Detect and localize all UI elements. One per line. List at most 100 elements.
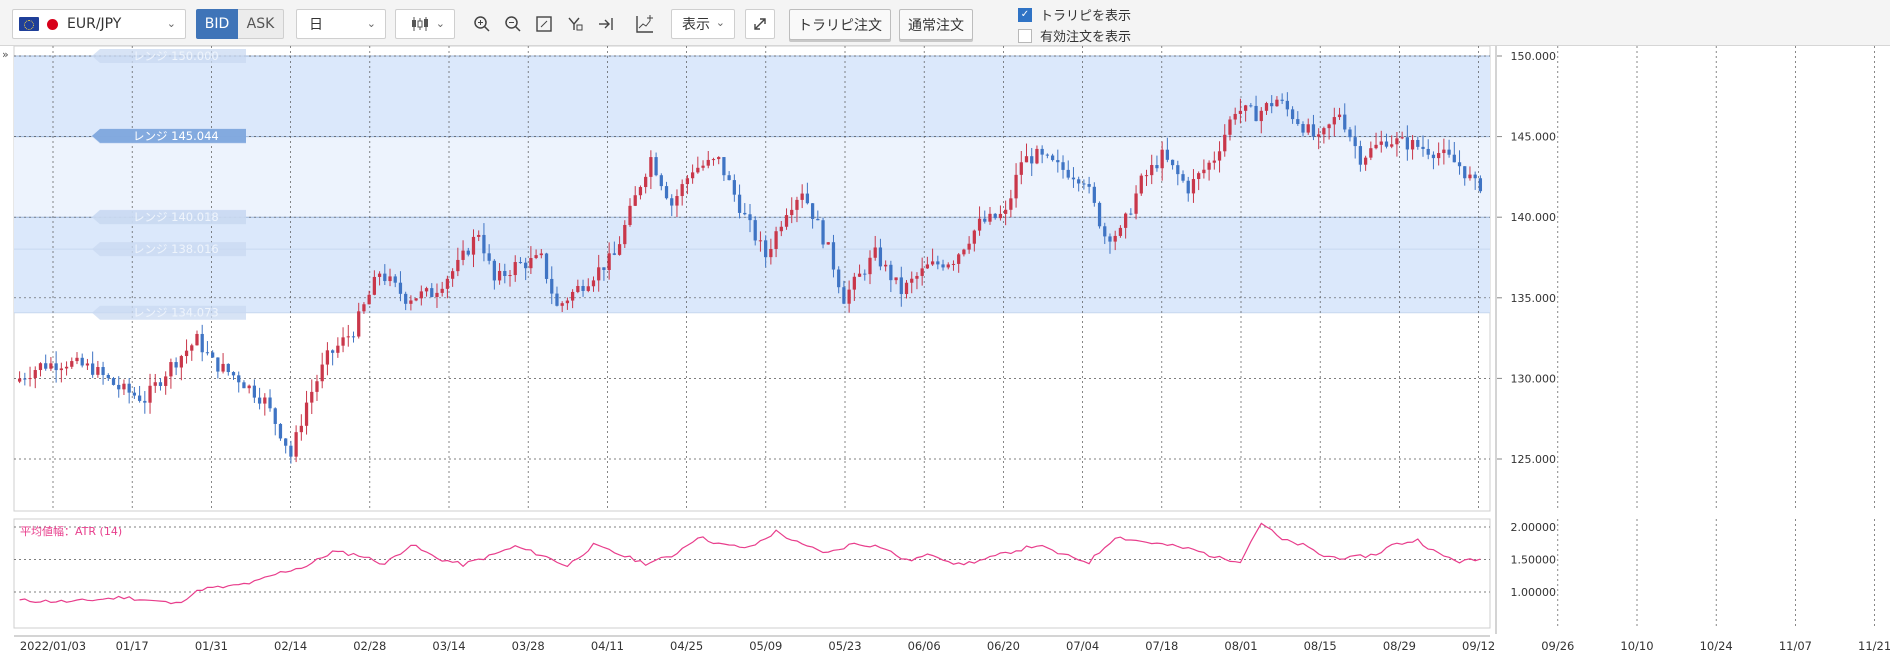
y-tick-label: 135.000 [1511,292,1557,305]
candle [341,327,345,353]
candle [529,246,533,274]
symbol-selector[interactable]: EUR/JPY ⌄ [12,9,186,39]
zoom-in-icon[interactable] [470,12,494,36]
candle [435,283,439,308]
candle [1395,131,1399,157]
zoom-out-icon[interactable] [501,12,525,36]
candle [325,342,330,376]
candle [1197,171,1201,191]
toolbar: EUR/JPY ⌄ BID ASK 日 ⌄ ⌄ 表示 ⌄ トラリピ注文 通常注 [0,0,1890,46]
y-tick-label: 150.000 [1511,50,1557,63]
candle [471,229,476,268]
candle [91,351,95,378]
candle [1233,107,1237,125]
candle [1249,103,1253,108]
atr-y-tick-label: 1.00000 [1511,586,1557,599]
candle [404,291,408,311]
range-tag[interactable]: レンジ 150.000 [92,49,246,63]
trapi-order-button[interactable]: トラリピ注文 [789,9,891,40]
candle [1290,106,1295,124]
crosshair-icon[interactable] [563,12,587,36]
candle [565,297,570,310]
x-tick-label: 05/09 [749,639,782,653]
candle [649,150,653,190]
candle [690,164,695,184]
expand-icon[interactable] [745,9,775,39]
candle [174,357,178,376]
x-tick-label: 04/11 [591,639,624,653]
candle [764,235,768,268]
checkbox-checked-icon[interactable]: ✓ [1018,7,1032,22]
candle [310,379,314,415]
candle [1337,107,1342,120]
candle [28,366,32,387]
candle [117,376,121,398]
x-tick-label: 01/17 [116,639,149,653]
candle [1217,141,1222,173]
candle [1097,201,1102,229]
candle [1369,141,1373,161]
candle [941,259,945,271]
candle [727,171,731,181]
candle [377,271,382,286]
show-active-orders-toggle[interactable]: 有効注文を表示 [1018,26,1131,45]
candle [278,423,283,441]
fit-screen-icon[interactable] [532,12,556,36]
normal-order-button[interactable]: 通常注文 [899,9,973,40]
expand-panel-icon[interactable]: » [2,48,9,61]
range-tag[interactable]: レンジ 138.016 [92,242,246,257]
candle [205,341,210,356]
candle [1390,135,1394,149]
display-menu[interactable]: 表示 ⌄ [671,9,735,39]
candle [351,331,356,343]
range-tag[interactable]: レンジ 145.044 [92,128,246,143]
candle [1452,141,1456,163]
show-trapi-toggle[interactable]: ✓ トラリピを表示 [1018,5,1131,24]
candle [1327,123,1331,140]
bid-button[interactable]: BID [196,9,238,39]
candle [1353,125,1357,159]
candle [644,173,648,194]
candle [810,203,815,229]
range-band-lower [14,217,1490,313]
candle [753,216,757,246]
candle [1228,116,1232,141]
jump-to-latest-icon[interactable] [594,12,618,36]
chart-type-select[interactable]: ⌄ [395,9,455,39]
candle [1087,176,1091,194]
candle [1431,151,1436,170]
candle [64,361,69,376]
candle [132,386,137,399]
candle [179,354,183,381]
ask-button[interactable]: ASK [238,9,284,39]
range-tag[interactable]: レンジ 134.073 [92,305,246,320]
candle [748,203,752,233]
timeframe-select[interactable]: 日 ⌄ [296,9,386,39]
candle [1478,175,1483,194]
candle [273,407,277,436]
candle [1426,139,1430,160]
indicator-add-icon[interactable] [633,12,657,36]
candle [195,330,199,346]
checkbox-unchecked-icon[interactable] [1018,28,1032,43]
candle [1118,225,1123,238]
candle [184,339,189,364]
range-tag[interactable]: レンジ 140.018 [92,209,246,224]
candle [910,271,914,294]
x-tick-label: 09/26 [1541,639,1574,653]
candle [967,236,971,254]
x-tick-label: 08/15 [1304,639,1337,653]
candle [899,266,903,307]
display-menu-label: 表示 [682,17,710,33]
x-tick-label: 11/21 [1858,639,1890,653]
x-tick-label: 06/06 [908,639,941,653]
candle [492,259,496,290]
x-tick-label: 04/25 [670,639,703,653]
candle [659,173,663,191]
candle [1374,132,1378,150]
candle [623,220,627,248]
candle [216,357,220,379]
candle [769,238,773,265]
candle [315,374,319,401]
